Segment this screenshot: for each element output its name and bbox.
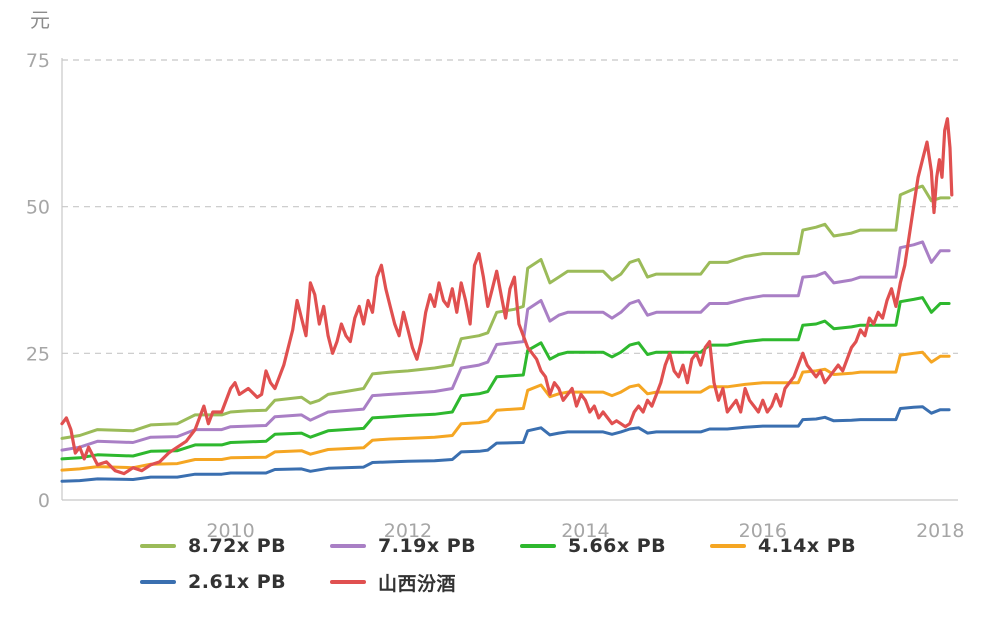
legend-swatch — [140, 580, 176, 584]
legend-item: 山西汾酒 — [330, 569, 520, 596]
legend-label: 7.19x PB — [378, 535, 477, 557]
legend-label: 8.72x PB — [188, 535, 287, 557]
y-axis-ticks: 0 25 50 75 — [26, 50, 50, 512]
legend-label: 山西汾酒 — [378, 572, 457, 595]
x-tick-label: 2010 — [206, 520, 254, 542]
y-tick-label: 0 — [38, 490, 50, 512]
x-tick-label: 2012 — [384, 520, 432, 542]
y-tick-label: 50 — [26, 197, 50, 219]
series-line — [60, 184, 951, 440]
x-tick-label: 2014 — [561, 520, 609, 542]
legend-swatch — [330, 544, 366, 548]
legend-item: 4.14x PB — [710, 535, 900, 557]
x-tick-label: 2016 — [739, 520, 787, 542]
series-line — [60, 350, 951, 472]
series-line — [60, 296, 951, 461]
series-line — [60, 405, 951, 483]
legend-label: 4.14x PB — [758, 535, 857, 557]
legend-swatch — [140, 544, 176, 548]
x-axis: 2010 2012 2014 2016 2018 — [61, 58, 964, 542]
legend-label: 2.61x PB — [188, 571, 287, 593]
y-tick-label: 25 — [26, 343, 50, 365]
x-tick-label: 2018 — [916, 520, 964, 542]
series-line — [60, 117, 954, 476]
legend-item: 8.72x PB — [140, 535, 330, 557]
legend: 8.72x PB 7.19x PB 5.66x PB 4.14x PB 2.61… — [140, 528, 900, 600]
y-axis-unit-label: 元 — [30, 8, 50, 32]
legend-swatch — [520, 544, 556, 548]
legend-swatch — [330, 580, 366, 584]
legend-item: 7.19x PB — [330, 535, 520, 557]
legend-row: 2.61x PB 山西汾酒 — [140, 564, 900, 600]
legend-label: 5.66x PB — [568, 535, 667, 557]
legend-swatch — [710, 544, 746, 548]
legend-item: 5.66x PB — [520, 535, 710, 557]
legend-row: 8.72x PB 7.19x PB 5.66x PB 4.14x PB — [140, 528, 900, 564]
y-tick-label: 75 — [26, 50, 50, 72]
legend-item: 2.61x PB — [140, 571, 330, 593]
series-line — [60, 240, 951, 452]
series-lines — [60, 117, 954, 483]
